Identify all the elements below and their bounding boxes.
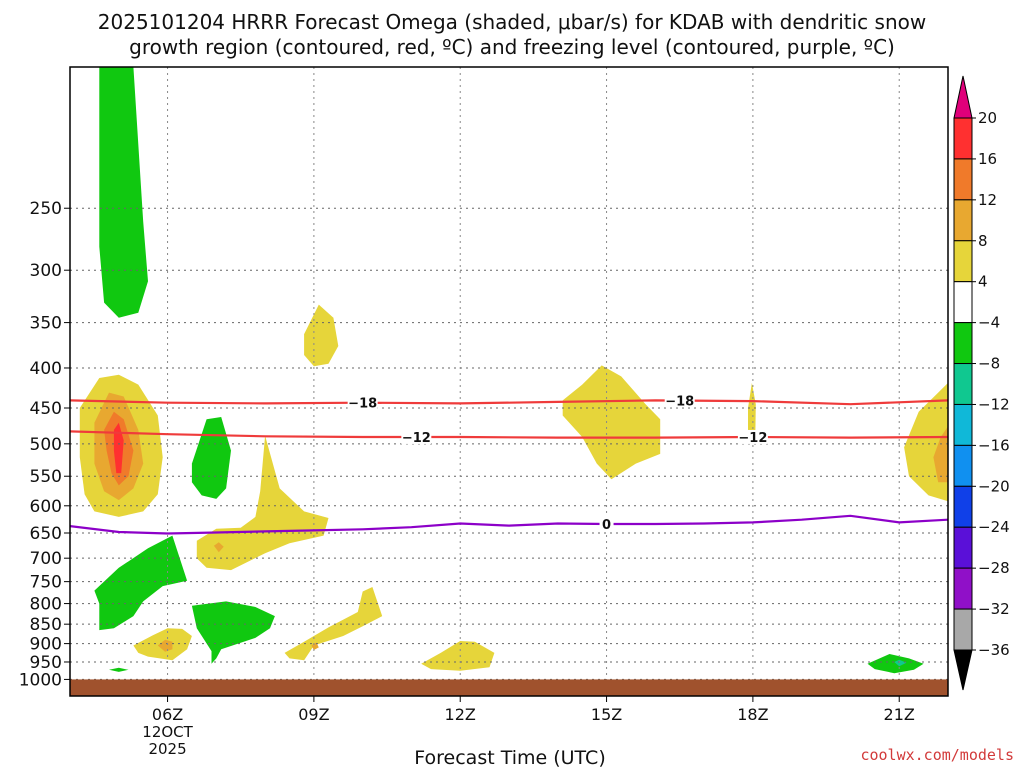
y-tick-label: 1000 <box>19 670 62 690</box>
colorbar-label: 8 <box>978 232 988 250</box>
colorbar-label: 16 <box>978 150 997 168</box>
watermark: coolwx.com/models <box>860 746 1014 764</box>
y-tick-label: 600 <box>30 497 62 517</box>
x-tick-label: 15Z <box>591 705 622 724</box>
y-tick-label: 650 <box>30 524 62 544</box>
plot-frame <box>69 66 949 697</box>
chart-title-line2: growth region (contoured, red, ºC) and f… <box>129 35 895 59</box>
y-tick-label: 800 <box>30 595 62 615</box>
colorbar-top-arrow <box>953 75 973 119</box>
colorbar-bin-6 <box>953 363 973 405</box>
contour-label-bg <box>347 395 378 410</box>
y-tick-label: 950 <box>30 653 62 673</box>
y-tick-label: 450 <box>30 399 62 419</box>
contour-−12 <box>70 430 948 439</box>
omega-region-15 <box>109 667 129 672</box>
omega-region-22 <box>894 659 907 667</box>
contour-label: 0 <box>602 518 611 533</box>
colorbar-label: −32 <box>978 600 1010 618</box>
colorbar-label: −16 <box>978 436 1010 454</box>
contour-label: −12 <box>402 431 431 446</box>
contour-label-bg <box>664 393 695 408</box>
contour-label: −12 <box>738 431 767 446</box>
colorbar-bin-0 <box>953 117 973 160</box>
colorbar-bin-11 <box>953 567 973 610</box>
omega-region-14 <box>311 642 319 650</box>
omega-region-5 <box>191 417 231 499</box>
x-axis-label: Forecast Time (UTC) <box>414 747 605 768</box>
contour-−18 <box>70 399 948 406</box>
colorbar-bin-3 <box>953 240 973 283</box>
omega-region-18 <box>748 382 756 444</box>
y-tick-label: 300 <box>30 261 62 281</box>
omega-region-20 <box>933 426 948 483</box>
x-tick-label: 21Z <box>884 705 915 724</box>
colorbar-label: −28 <box>978 559 1010 577</box>
omega-region-7 <box>213 542 224 553</box>
chart-title-line1: 2025101204 HRRR Forecast Omega (shaded, … <box>98 10 926 34</box>
x-tick-date: 12OCT <box>142 723 193 741</box>
contour-label-bg <box>737 429 768 444</box>
omega-region-0 <box>99 67 148 318</box>
colorbar: 20 16 12 8 4 −4 −8 −12 −16 −20 −24 −28 −32 −36 <box>953 75 1010 691</box>
omega-region-21 <box>867 654 924 674</box>
y-tick-label: 550 <box>30 467 62 487</box>
y-tick-label: 700 <box>30 549 62 569</box>
colorbar-bin-12 <box>953 608 973 651</box>
colorbar-bottom-arrow <box>953 649 973 691</box>
x-tick-label: 06Z <box>152 705 183 724</box>
colorbar-bin-4 <box>953 281 973 324</box>
colorbar-label: −24 <box>978 518 1010 536</box>
x-tick-label: 12Z <box>445 705 476 724</box>
y-tick-label: 400 <box>30 359 62 379</box>
colorbar-bin-10 <box>953 526 973 569</box>
colorbar-bin-9 <box>953 485 973 528</box>
omega-region-9 <box>94 535 188 631</box>
omega-region-8 <box>304 304 339 367</box>
contour-label: −18 <box>665 395 694 410</box>
colorbar-label: 4 <box>978 273 988 291</box>
y-tick-label: 350 <box>30 314 62 334</box>
omega-shading <box>79 67 948 674</box>
contour-0 <box>70 514 948 535</box>
colorbar-label: 12 <box>978 191 997 209</box>
colorbar-bin-7 <box>953 403 973 446</box>
x-tick-label: 18Z <box>737 705 768 724</box>
omega-region-12 <box>157 639 173 652</box>
omega-region-6 <box>196 435 329 571</box>
y-tick-label: 750 <box>30 573 62 593</box>
colorbar-label: −8 <box>978 355 1000 373</box>
omega-region-13 <box>284 587 383 661</box>
y-tick-label: 250 <box>30 199 62 219</box>
colorbar-label: −4 <box>978 314 1000 332</box>
colorbar-label: −20 <box>978 477 1010 495</box>
contour-label: −18 <box>348 397 377 412</box>
y-tick-label: 900 <box>30 635 62 655</box>
y-tick-label: 500 <box>30 435 62 455</box>
plot-area: −18 −18 −12 −12 0 250 300 350 400 450 500 550 600 650… <box>19 66 949 758</box>
y-tick-label: 850 <box>30 615 62 635</box>
plot-background <box>70 67 948 696</box>
contour-label-bg <box>599 516 614 531</box>
ground-fill <box>70 679 948 696</box>
contours: −18 −18 −12 −12 0 <box>70 393 948 535</box>
omega-region-4 <box>113 422 124 474</box>
colorbar-bin-1 <box>953 158 973 201</box>
colorbar-bin-8 <box>953 444 973 487</box>
colorbar-bin-5 <box>953 322 973 365</box>
colorbar-label: −12 <box>978 395 1010 413</box>
y-axis: 2503003504004505005506006507007508008509… <box>19 199 70 690</box>
omega-region-17 <box>562 365 661 480</box>
colorbar-bin-2 <box>953 199 973 242</box>
x-tick-year: 2025 <box>148 740 186 758</box>
colorbar-label: −36 <box>978 641 1010 659</box>
contour-label-bg <box>401 429 432 444</box>
colorbar-label: 20 <box>978 109 997 127</box>
omega-region-10 <box>191 601 275 664</box>
omega-region-16 <box>421 641 495 671</box>
x-tick-label: 09Z <box>298 705 329 724</box>
